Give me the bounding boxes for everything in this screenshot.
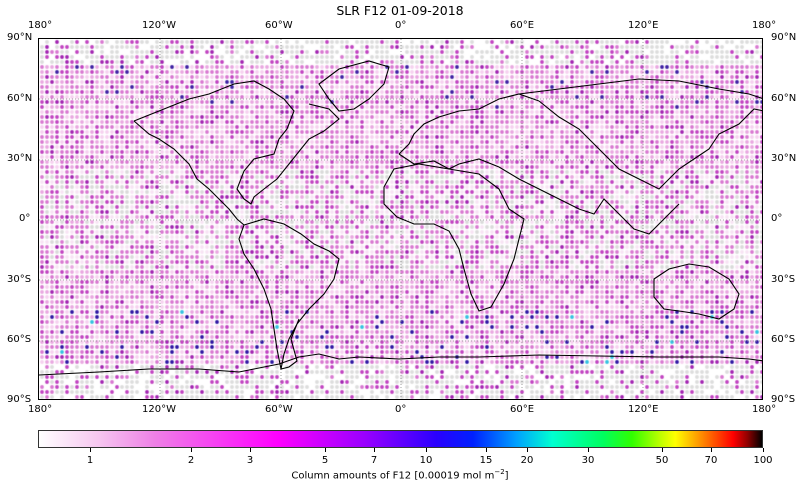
colorbar-label-exponent: −2 (494, 468, 505, 476)
colorbar-tick-label: 20 (520, 455, 534, 466)
coastline-layer (39, 39, 762, 399)
colorbar-label-text: Column amounts of F12 [0.00019 mol m (291, 470, 495, 482)
colorbar-tick-label: 7 (370, 455, 378, 466)
left-lat-label: 30°S (7, 274, 32, 285)
colorbar-tick (763, 448, 764, 452)
colorbar-tick-label: 10 (419, 455, 433, 466)
colorbar-tick-label: 15 (479, 455, 493, 466)
top-lon-label: 120°E (628, 20, 659, 31)
top-lon-label: 60°E (510, 20, 535, 31)
colorbar-tick (486, 448, 487, 452)
bottom-lon-label: 0° (395, 404, 407, 415)
colorbar-tick (250, 448, 251, 452)
colorbar-label-end: ] (504, 470, 509, 482)
top-lon-label: 60°W (265, 20, 293, 31)
colorbar-tick (662, 448, 663, 452)
right-lat-label: 60°S (771, 334, 796, 345)
colorbar-tick (711, 448, 712, 452)
colorbar-tick-label: 30 (581, 455, 595, 466)
right-lat-label: 90°N (771, 32, 797, 43)
coastlines (39, 60, 762, 376)
left-lat-label: 60°N (7, 93, 33, 104)
colorbar-tick-label: 70 (704, 455, 718, 466)
bottom-lon-label: 180° (752, 404, 777, 415)
top-lon-label: 180° (752, 20, 777, 31)
colorbar-tick (191, 448, 192, 452)
bottom-lon-label: 60°E (510, 404, 535, 415)
colorbar-tick (426, 448, 427, 452)
right-lat-label: 90°S (771, 394, 796, 405)
colorbar-tick (588, 448, 589, 452)
right-lat-label: 30°S (771, 274, 796, 285)
colorbar-tick (325, 448, 326, 452)
bottom-lon-label: 120°E (628, 404, 659, 415)
colorbar-tick (374, 448, 375, 452)
colorbar-tick-label: 5 (321, 455, 329, 466)
colorbar-tick-label: 3 (246, 455, 254, 466)
colorbar-tick-label: 2 (187, 455, 195, 466)
world-map (38, 38, 763, 400)
top-lon-label: 180° (28, 20, 53, 31)
bottom-lon-label: 180° (28, 404, 53, 415)
colorbar-tick-label: 100 (753, 455, 773, 466)
chart-title: SLR F12 01-09-2018 (336, 3, 464, 18)
right-lat-label: 30°N (771, 153, 797, 164)
gridlines (39, 39, 762, 399)
colorbar-tick-label: 1 (86, 455, 94, 466)
colorbar (38, 430, 763, 448)
bottom-lon-label: 120°W (142, 404, 176, 415)
right-lat-label: 60°N (771, 93, 797, 104)
left-lat-label: 0° (19, 213, 31, 224)
colorbar-tick-label: 50 (655, 455, 669, 466)
left-lat-label: 90°N (7, 32, 33, 43)
top-lon-label: 0° (395, 20, 407, 31)
right-lat-label: 0° (771, 213, 783, 224)
colorbar-label: Column amounts of F12 [0.00019 mol m−2] (0, 468, 800, 481)
top-lon-label: 120°W (142, 20, 176, 31)
colorbar-tick (90, 448, 91, 452)
bottom-lon-label: 60°W (265, 404, 293, 415)
left-lat-label: 60°S (7, 334, 32, 345)
colorbar-tick (527, 448, 528, 452)
left-lat-label: 30°N (7, 153, 33, 164)
left-lat-label: 90°S (7, 394, 32, 405)
